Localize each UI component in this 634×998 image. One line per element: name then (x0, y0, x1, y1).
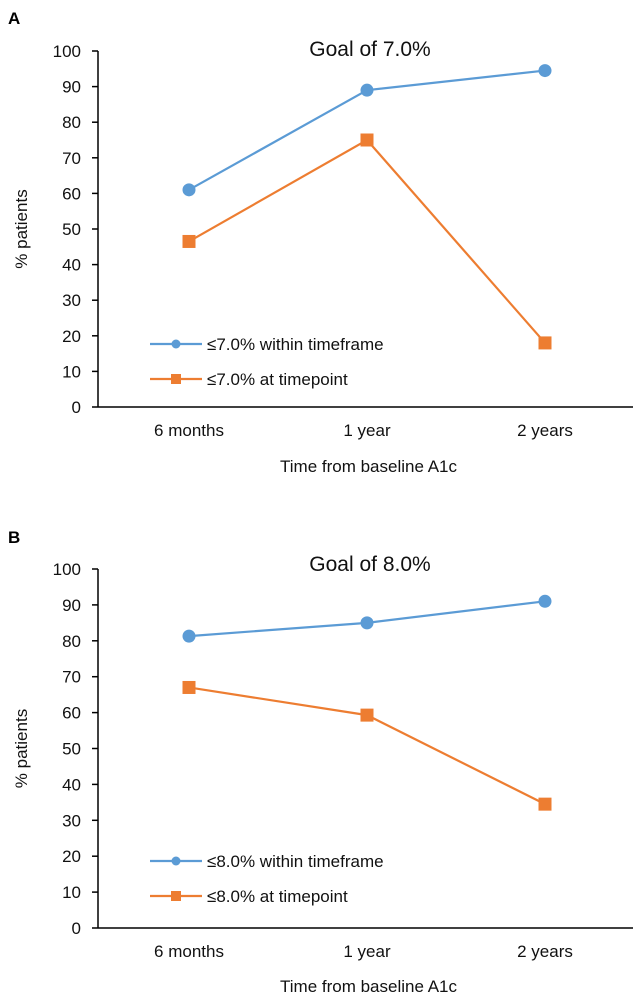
y-tick-label: 40 (62, 256, 81, 275)
data-point-square (182, 680, 196, 694)
legend-label: ≤7.0% at timepoint (207, 370, 348, 389)
chart-title: Goal of 7.0% (309, 38, 430, 61)
y-tick-label: 90 (62, 78, 81, 97)
data-point-circle (538, 594, 552, 608)
data-point-square (360, 133, 374, 147)
y-tick-label: 50 (62, 740, 81, 759)
data-point-circle (360, 616, 374, 630)
y-tick-label: 90 (62, 596, 81, 615)
legend-label: ≤8.0% at timepoint (207, 887, 348, 906)
data-point-circle (182, 183, 196, 197)
y-tick-label: 80 (62, 113, 81, 132)
data-point-circle (182, 629, 196, 643)
data-point-square (182, 234, 196, 248)
data-point-circle (360, 83, 374, 97)
y-tick-label: 0 (72, 919, 81, 938)
x-tick-label: 6 months (154, 421, 224, 440)
x-axis-label: Time from baseline A1c (280, 977, 457, 996)
y-tick-label: 70 (62, 668, 81, 687)
x-axis-label: Time from baseline A1c (280, 457, 457, 476)
y-tick-label: 20 (62, 847, 81, 866)
y-tick-label: 100 (53, 42, 81, 61)
x-tick-label: 2 years (517, 942, 573, 961)
y-tick-label: 60 (62, 184, 81, 203)
y-tick-label: 0 (72, 398, 81, 417)
y-tick-label: 100 (53, 560, 81, 579)
x-tick-label: 6 months (154, 942, 224, 961)
x-tick-label: 1 year (343, 421, 391, 440)
legend-marker-square (171, 374, 181, 384)
y-tick-label: 30 (62, 291, 81, 310)
chart-panel-b: B Goal of 8.0% 0 10 20 30 40 50 60 70 80 90 100 6 mon… (8, 528, 633, 996)
panel-letter: A (8, 9, 20, 28)
y-tick-label: 30 (62, 811, 81, 830)
chart-panel-a: A Goal of 7.0% 0 10 20 30 40 50 60 70 80 90 100 6 mon… (8, 9, 633, 476)
y-tick-label: 40 (62, 775, 81, 794)
data-point-square (360, 708, 374, 722)
y-tick-label: 80 (62, 632, 81, 651)
y-tick-label: 20 (62, 327, 81, 346)
legend-label: ≤7.0% within timeframe (207, 335, 384, 354)
legend-label: ≤8.0% within timeframe (207, 852, 384, 871)
data-point-square (538, 797, 552, 811)
y-axis-label: % patients (12, 709, 31, 788)
y-tick-label: 50 (62, 220, 81, 239)
data-point-circle (538, 64, 552, 78)
series-line-2 (188, 686, 546, 806)
x-tick-label: 2 years (517, 421, 573, 440)
data-point-square (538, 336, 552, 350)
y-axis-label: % patients (12, 189, 31, 268)
legend-marker-square (171, 891, 181, 901)
y-tick-label: 10 (62, 362, 81, 381)
y-tick-label: 60 (62, 704, 81, 723)
legend-marker-circle (171, 856, 181, 866)
legend-marker-circle (171, 339, 181, 349)
x-tick-label: 1 year (343, 942, 391, 961)
panel-letter: B (8, 528, 20, 547)
y-tick-label: 10 (62, 883, 81, 902)
y-tick-label: 70 (62, 149, 81, 168)
chart-title: Goal of 8.0% (309, 553, 430, 576)
series-line-2 (188, 138, 546, 344)
